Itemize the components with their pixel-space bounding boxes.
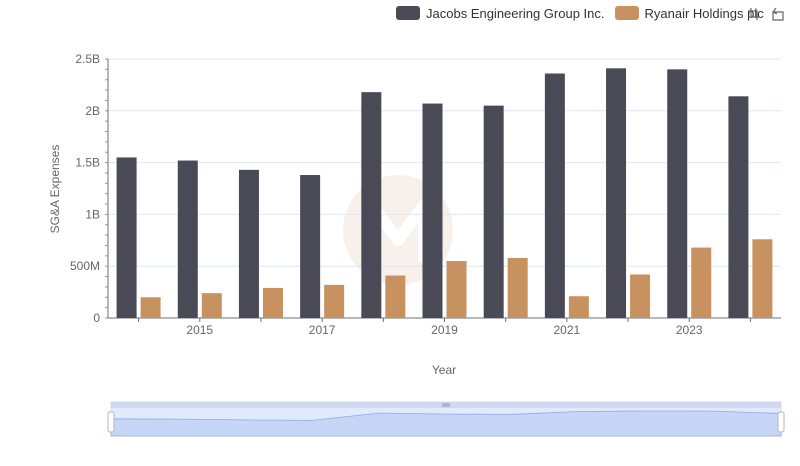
bar-jacobs-2024[interactable] (728, 96, 749, 319)
bar-ryanair-2019[interactable] (446, 261, 467, 318)
legend-item-ryanair[interactable]: Ryanair Holdings plc (614, 5, 764, 21)
y-tick-label: 2B (85, 104, 100, 118)
zoom-icon[interactable] (746, 6, 762, 22)
x-tick-label: 2017 (309, 323, 336, 337)
data-zoom-slider[interactable] (107, 401, 785, 437)
y-tick-label: 1B (85, 207, 100, 221)
bar-ryanair-2016[interactable] (262, 287, 283, 318)
bars (116, 68, 773, 319)
y-tick-label: 0 (93, 311, 100, 325)
chart-legend: Jacobs Engineering Group Inc. Ryanair Ho… (396, 4, 764, 22)
y-tick-label: 500M (70, 259, 100, 273)
legend-label-ryanair: Ryanair Holdings plc (644, 5, 764, 21)
y-axis-title: SG&A Expenses (48, 145, 62, 234)
x-tick-label: 2021 (554, 323, 581, 337)
bar-jacobs-2023[interactable] (667, 69, 688, 318)
bar-jacobs-2018[interactable] (361, 92, 382, 318)
data-zoom-right-handle[interactable] (777, 411, 785, 433)
bar-ryanair-2023[interactable] (691, 247, 712, 318)
data-zoom-move-grip[interactable] (442, 403, 450, 407)
restore-icon[interactable] (770, 6, 786, 22)
bar-ryanair-2020[interactable] (507, 257, 528, 318)
bar-jacobs-2021[interactable] (544, 73, 565, 318)
legend-item-jacobs[interactable]: Jacobs Engineering Group Inc. (396, 6, 605, 21)
bar-ryanair-2022[interactable] (630, 274, 651, 318)
bar-jacobs-2022[interactable] (606, 68, 627, 318)
data-zoom-preview (110, 410, 782, 437)
bar-jacobs-2015[interactable] (177, 160, 198, 318)
legend-swatch-ryanair (614, 6, 639, 20)
bar-ryanair-2018[interactable] (385, 275, 406, 318)
bar-ryanair-2024[interactable] (752, 239, 773, 318)
bar-jacobs-2016[interactable] (238, 169, 259, 318)
bar-ryanair-2015[interactable] (201, 293, 222, 318)
x-axis-title: Year (432, 363, 456, 377)
bar-ryanair-2021[interactable] (568, 296, 589, 318)
y-tick-label: 2.5B (75, 52, 100, 66)
y-tick-label: 1.5B (75, 156, 100, 170)
bar-ryanair-2014[interactable] (140, 297, 161, 318)
bar-ryanair-2017[interactable] (324, 284, 345, 318)
bar-jacobs-2019[interactable] (422, 103, 443, 318)
legend-swatch-jacobs (396, 6, 420, 20)
legend-label-jacobs: Jacobs Engineering Group Inc. (426, 5, 605, 21)
x-tick-label: 2019 (431, 323, 458, 337)
bar-jacobs-2017[interactable] (300, 175, 321, 318)
x-tick-label: 2023 (676, 323, 703, 337)
bar-jacobs-2020[interactable] (483, 105, 504, 319)
data-zoom-left-handle[interactable] (107, 411, 115, 433)
x-tick-label: 2015 (186, 323, 213, 337)
bar-jacobs-2014[interactable] (116, 157, 137, 318)
tick-labels: 0 500M 1B 1.5B 2B 2.5B 2015 2017 2019 2021 2023 (70, 52, 703, 337)
chart-toolbox (746, 6, 786, 22)
